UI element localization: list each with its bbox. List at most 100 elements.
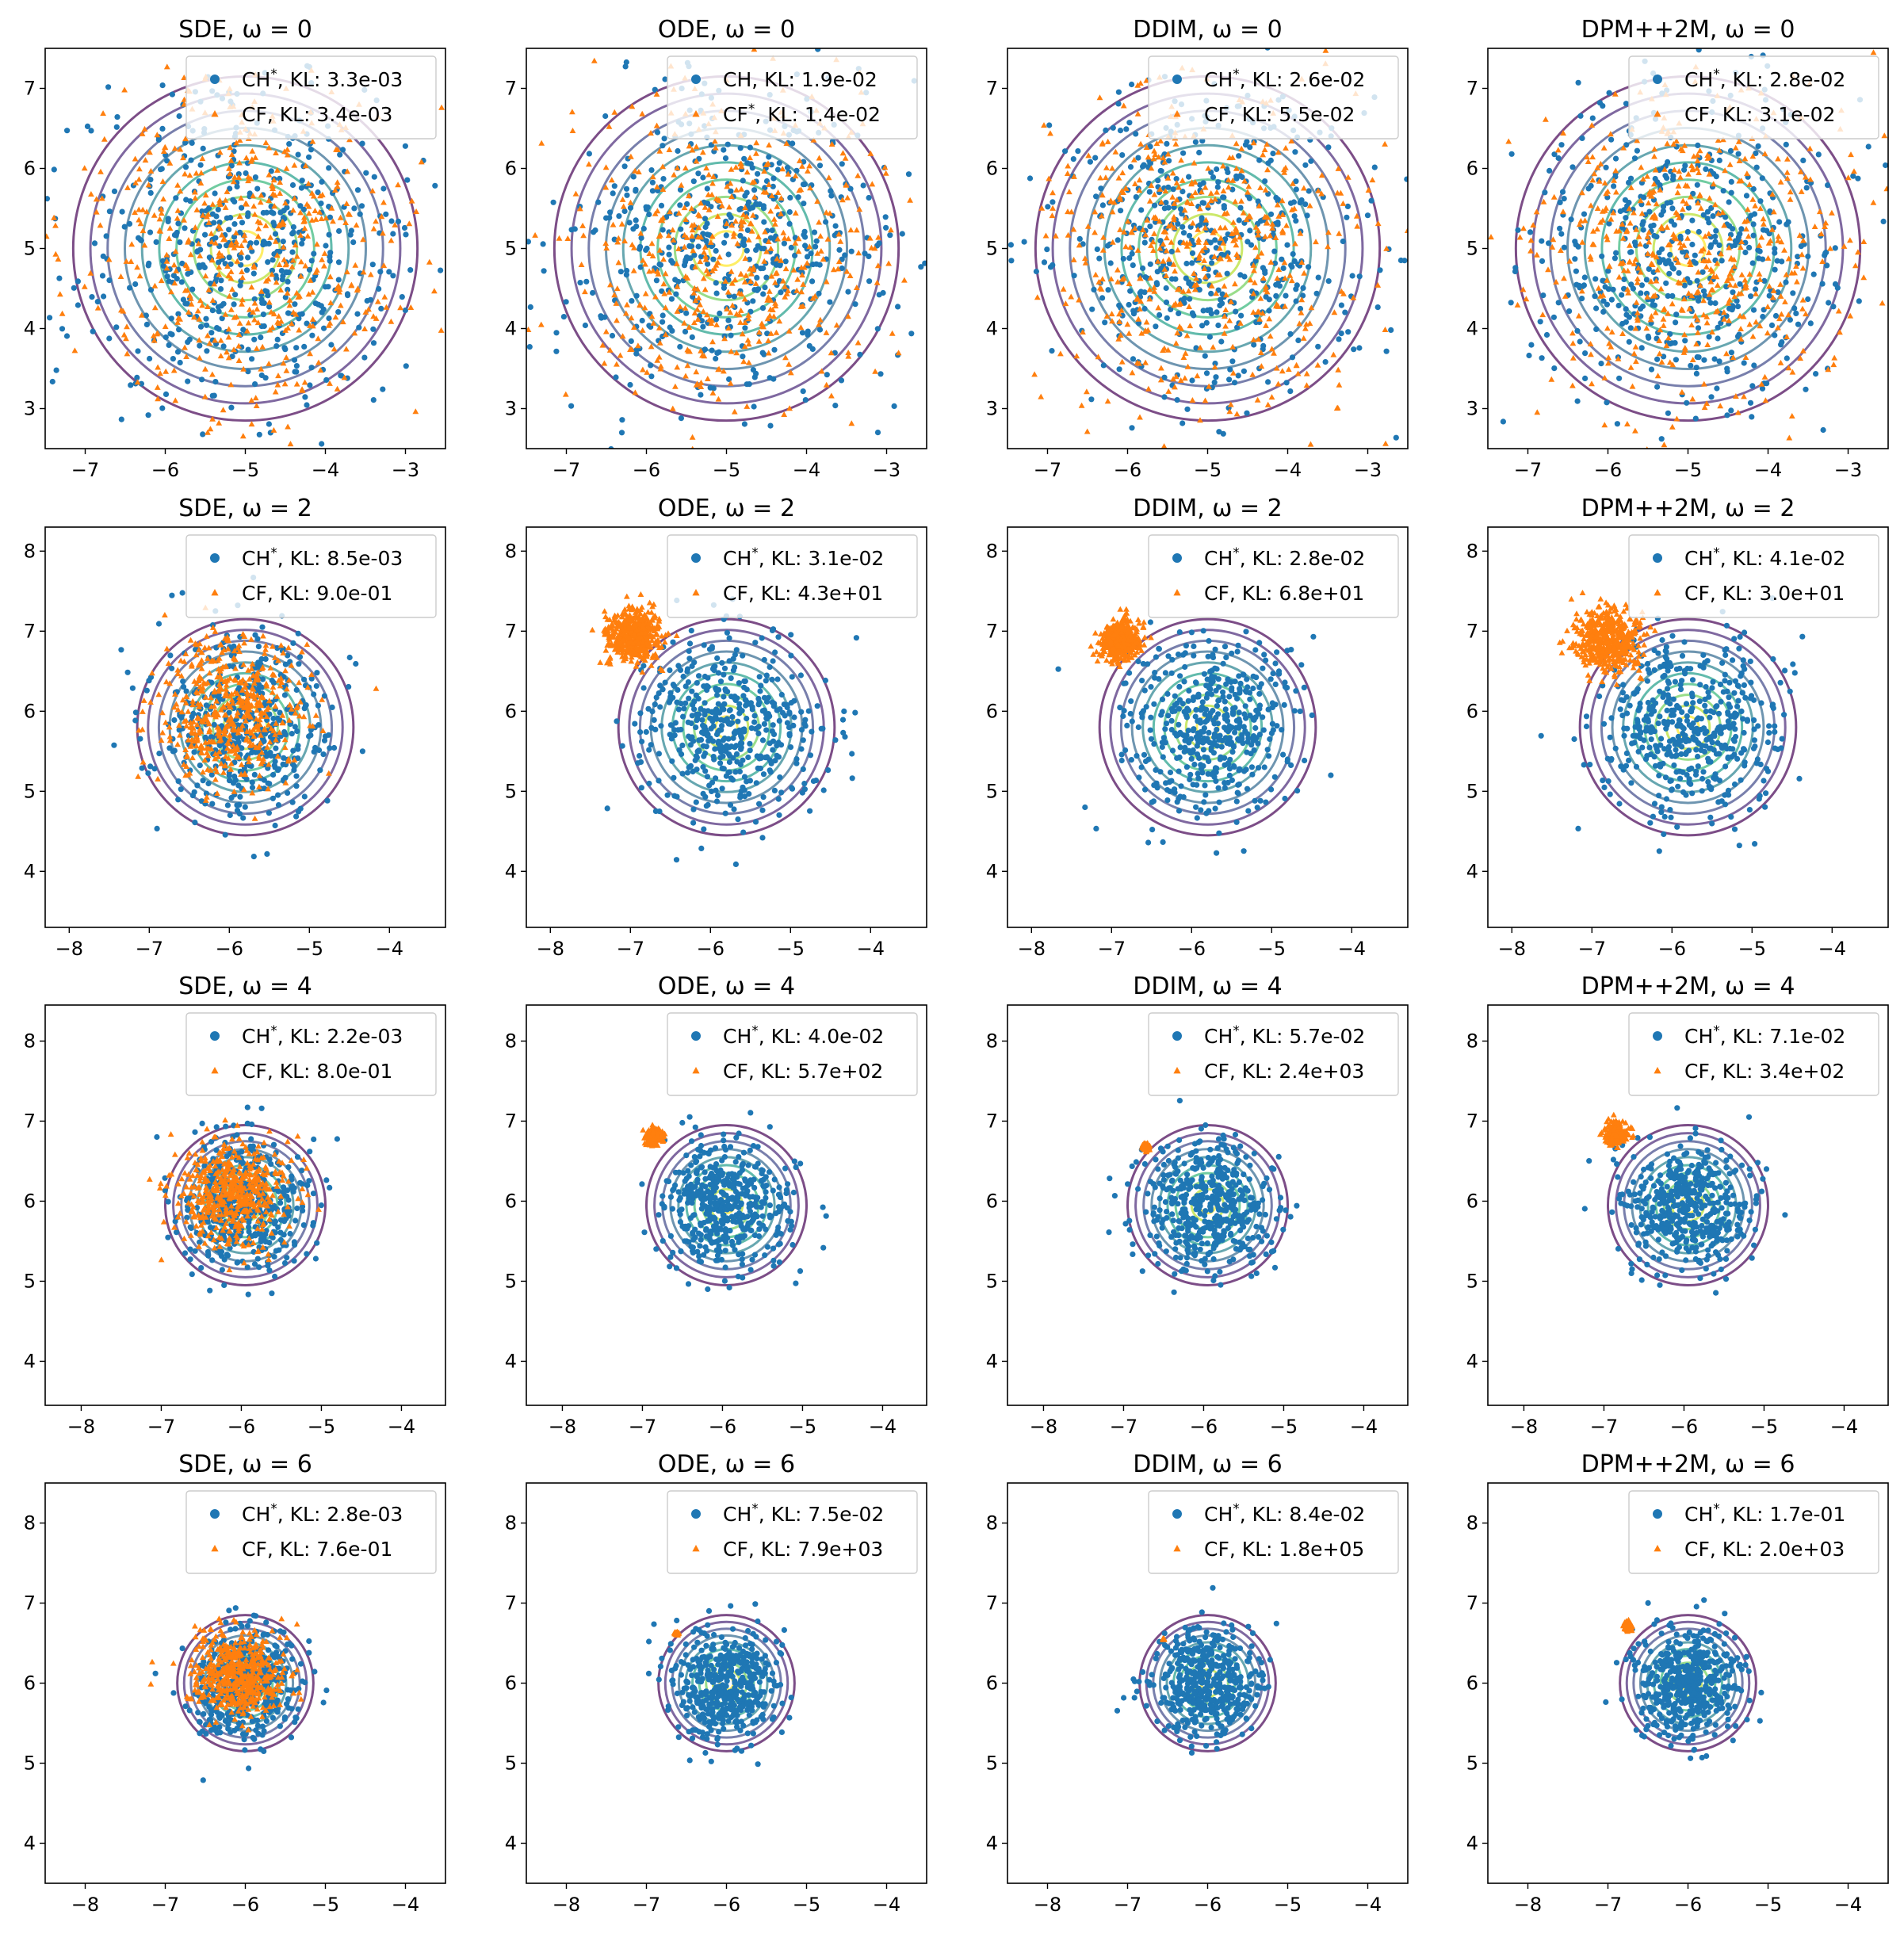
ch-sample-point	[1715, 457, 1721, 462]
ch-sample-point	[285, 310, 292, 316]
cf-sample-point	[32, 285, 39, 290]
cf-sample-point	[1778, 239, 1785, 245]
cf-sample-point	[1237, 234, 1243, 240]
cf-sample-point	[209, 297, 216, 303]
cf-sample-point	[190, 314, 197, 320]
ch-sample-point	[795, 194, 801, 201]
ch-sample-point	[292, 724, 298, 730]
cf-sample-point	[56, 291, 63, 297]
ch-sample-point	[253, 239, 260, 246]
ch-sample-point	[402, 143, 408, 149]
ch-sample-point	[1785, 219, 1791, 225]
cf-sample-point	[1117, 226, 1123, 232]
cf-sample-point	[1753, 290, 1759, 296]
cf-sample-point	[157, 370, 163, 376]
cf-sample-point	[181, 216, 187, 223]
cf-sample-point	[1092, 271, 1099, 277]
cf-sample-point	[1597, 160, 1604, 166]
cf-sample-point	[1758, 234, 1765, 240]
cf-sample-point	[1338, 288, 1345, 294]
ch-sample-point	[266, 304, 273, 310]
cf-sample-point	[783, 290, 790, 296]
cf-sample-point	[1670, 140, 1677, 147]
cf-sample-point	[1732, 144, 1739, 151]
cf-sample-point	[606, 346, 614, 353]
ch-sample-point	[242, 804, 248, 810]
cf-sample-point	[196, 337, 203, 343]
cf-sample-point	[93, 208, 100, 215]
cf-sample-point	[745, 341, 752, 347]
cf-sample-point	[792, 209, 799, 216]
cf-sample-point	[388, 318, 395, 324]
ch-sample-point	[609, 332, 616, 339]
ch-sample-point	[624, 267, 630, 274]
cf-sample-point	[1575, 312, 1582, 319]
ch-sample-point	[335, 309, 342, 315]
cf-sample-point	[209, 415, 216, 422]
cf-sample-point	[1170, 216, 1177, 223]
cf-sample-point	[1803, 311, 1809, 317]
cf-sample-point	[839, 150, 847, 156]
ch-sample-point	[611, 236, 617, 243]
ch-sample-point	[1793, 310, 1799, 316]
ch-sample-point	[1247, 144, 1253, 151]
ch-sample-point	[1371, 164, 1378, 170]
cf-sample-point	[1738, 326, 1744, 331]
cf-sample-point	[1703, 263, 1710, 269]
ch-sample-point	[139, 765, 145, 771]
cf-sample-point	[885, 260, 892, 266]
cf-sample-point	[1738, 290, 1745, 296]
cf-sample-point	[211, 281, 218, 287]
cf-sample-point	[939, 309, 946, 315]
cf-sample-point	[374, 298, 381, 304]
cf-sample-point	[1749, 333, 1757, 339]
ch-sample-point	[1153, 280, 1160, 286]
cf-sample-point	[793, 287, 801, 293]
cf-sample-point	[835, 266, 842, 272]
cf-sample-point	[987, 109, 993, 115]
cf-sample-point	[1186, 304, 1192, 309]
ch-sample-point	[1772, 246, 1778, 252]
cf-sample-point	[690, 445, 694, 449]
ch-sample-point	[270, 795, 276, 801]
cf-sample-point	[1250, 336, 1257, 342]
cf-sample-point	[81, 283, 88, 289]
cf-sample-point	[1114, 266, 1121, 273]
cf-sample-point	[726, 204, 732, 210]
cf-sample-point	[327, 319, 334, 326]
ch-sample-point	[1176, 310, 1182, 316]
cf-sample-point	[772, 220, 778, 227]
cf-sample-point	[1092, 208, 1099, 215]
cf-sample-point	[1785, 365, 1792, 371]
cf-sample-point	[1244, 189, 1251, 195]
cf-sample-point	[1313, 239, 1319, 245]
cf-sample-point	[1634, 137, 1641, 143]
ch-sample-point	[1075, 449, 1080, 455]
cf-sample-point	[1685, 170, 1692, 177]
ch-sample-point	[1008, 258, 1015, 264]
ch-sample-point	[75, 302, 81, 308]
ch-sample-point	[762, 285, 768, 291]
cf-sample-point	[907, 197, 913, 203]
cf-sample-point	[1157, 376, 1164, 383]
cf-sample-point	[1049, 212, 1056, 219]
ch-sample-point	[852, 301, 858, 308]
cf-sample-point	[828, 141, 835, 147]
cf-sample-point	[1225, 177, 1232, 183]
ch-sample-point	[1225, 169, 1231, 175]
ch-sample-point	[1136, 320, 1142, 327]
ch-sample-point	[1220, 430, 1226, 437]
cf-sample-point	[1620, 267, 1627, 273]
cf-sample-point	[1104, 138, 1111, 144]
ch-sample-point	[254, 636, 261, 642]
ch-sample-point	[1248, 242, 1255, 248]
cf-sample-point	[1554, 147, 1562, 153]
cf-sample-point	[1251, 267, 1257, 273]
ch-sample-point	[672, 277, 679, 283]
cf-sample-point	[728, 280, 736, 286]
cf-sample-point	[1608, 131, 1614, 137]
cf-sample-point	[166, 159, 174, 166]
cf-sample-point	[138, 312, 145, 318]
ch-sample-point	[295, 151, 301, 158]
